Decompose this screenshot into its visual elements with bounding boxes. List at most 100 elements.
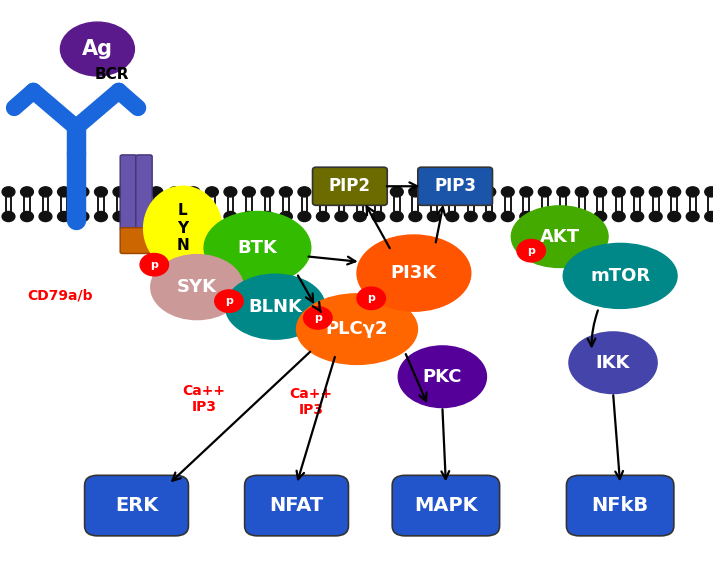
Circle shape: [279, 212, 292, 222]
Circle shape: [187, 212, 200, 222]
Circle shape: [372, 212, 385, 222]
Circle shape: [409, 187, 422, 197]
Circle shape: [243, 187, 256, 197]
Circle shape: [76, 212, 89, 222]
FancyBboxPatch shape: [566, 475, 674, 536]
Circle shape: [2, 212, 15, 222]
Text: BLNK: BLNK: [248, 298, 302, 316]
Circle shape: [538, 212, 551, 222]
Text: AKT: AKT: [540, 227, 580, 245]
Circle shape: [705, 187, 714, 197]
FancyBboxPatch shape: [136, 155, 152, 230]
Text: PLCγ2: PLCγ2: [326, 320, 388, 338]
Circle shape: [594, 187, 607, 197]
Text: SYK: SYK: [177, 278, 217, 296]
Circle shape: [613, 187, 625, 197]
Circle shape: [150, 187, 163, 197]
Circle shape: [649, 187, 662, 197]
Circle shape: [575, 187, 588, 197]
Circle shape: [21, 212, 34, 222]
Circle shape: [335, 212, 348, 222]
Ellipse shape: [204, 212, 311, 284]
Circle shape: [298, 212, 311, 222]
Text: p: p: [528, 245, 536, 256]
Circle shape: [316, 212, 329, 222]
Circle shape: [150, 212, 163, 222]
Text: PIP2: PIP2: [329, 177, 371, 195]
FancyBboxPatch shape: [392, 475, 500, 536]
Circle shape: [464, 212, 477, 222]
Circle shape: [215, 290, 243, 312]
Text: IKK: IKK: [596, 354, 630, 372]
Text: p: p: [367, 293, 375, 303]
Circle shape: [483, 187, 496, 197]
Circle shape: [261, 187, 273, 197]
Circle shape: [131, 212, 144, 222]
Circle shape: [631, 212, 643, 222]
Circle shape: [303, 307, 332, 329]
Circle shape: [501, 187, 514, 197]
Text: L
Y
N: L Y N: [176, 203, 189, 253]
Circle shape: [39, 187, 52, 197]
Circle shape: [520, 212, 533, 222]
Circle shape: [316, 187, 329, 197]
Ellipse shape: [563, 243, 677, 309]
Ellipse shape: [357, 235, 471, 311]
Text: PI3K: PI3K: [391, 264, 437, 282]
Circle shape: [224, 212, 237, 222]
Circle shape: [113, 187, 126, 197]
Circle shape: [357, 287, 386, 310]
Circle shape: [391, 187, 403, 197]
Circle shape: [575, 212, 588, 222]
Text: NFkB: NFkB: [592, 496, 649, 515]
Text: mTOR: mTOR: [590, 267, 650, 285]
Ellipse shape: [398, 346, 486, 408]
Circle shape: [58, 187, 71, 197]
Text: MAPK: MAPK: [414, 496, 478, 515]
Text: PKC: PKC: [423, 368, 462, 386]
Circle shape: [353, 187, 366, 197]
FancyBboxPatch shape: [245, 475, 348, 536]
Circle shape: [243, 212, 256, 222]
Ellipse shape: [144, 186, 222, 270]
Circle shape: [409, 212, 422, 222]
Circle shape: [187, 187, 200, 197]
Text: BTK: BTK: [238, 239, 277, 257]
FancyBboxPatch shape: [84, 475, 188, 536]
Text: ERK: ERK: [115, 496, 158, 515]
Circle shape: [169, 212, 181, 222]
Circle shape: [76, 187, 89, 197]
Circle shape: [94, 212, 107, 222]
Text: Ag: Ag: [82, 39, 113, 59]
Circle shape: [668, 212, 680, 222]
Circle shape: [206, 212, 218, 222]
Ellipse shape: [226, 274, 325, 339]
Circle shape: [705, 212, 714, 222]
Text: NFAT: NFAT: [269, 496, 323, 515]
Ellipse shape: [296, 294, 418, 364]
Circle shape: [428, 187, 441, 197]
Circle shape: [113, 212, 126, 222]
Circle shape: [279, 187, 292, 197]
Circle shape: [335, 187, 348, 197]
Ellipse shape: [569, 332, 657, 394]
Circle shape: [58, 212, 71, 222]
Ellipse shape: [511, 206, 608, 267]
Circle shape: [131, 187, 144, 197]
Text: Ca++
IP3: Ca++ IP3: [289, 387, 332, 417]
FancyBboxPatch shape: [120, 155, 136, 230]
Circle shape: [206, 187, 218, 197]
Circle shape: [428, 212, 441, 222]
Text: p: p: [225, 296, 233, 306]
Circle shape: [140, 253, 169, 276]
Text: p: p: [151, 260, 159, 270]
Circle shape: [686, 212, 699, 222]
Circle shape: [372, 187, 385, 197]
Circle shape: [446, 212, 458, 222]
Circle shape: [94, 187, 107, 197]
Circle shape: [538, 187, 551, 197]
Circle shape: [224, 187, 237, 197]
Circle shape: [631, 187, 643, 197]
FancyBboxPatch shape: [313, 167, 387, 205]
Ellipse shape: [151, 254, 243, 320]
